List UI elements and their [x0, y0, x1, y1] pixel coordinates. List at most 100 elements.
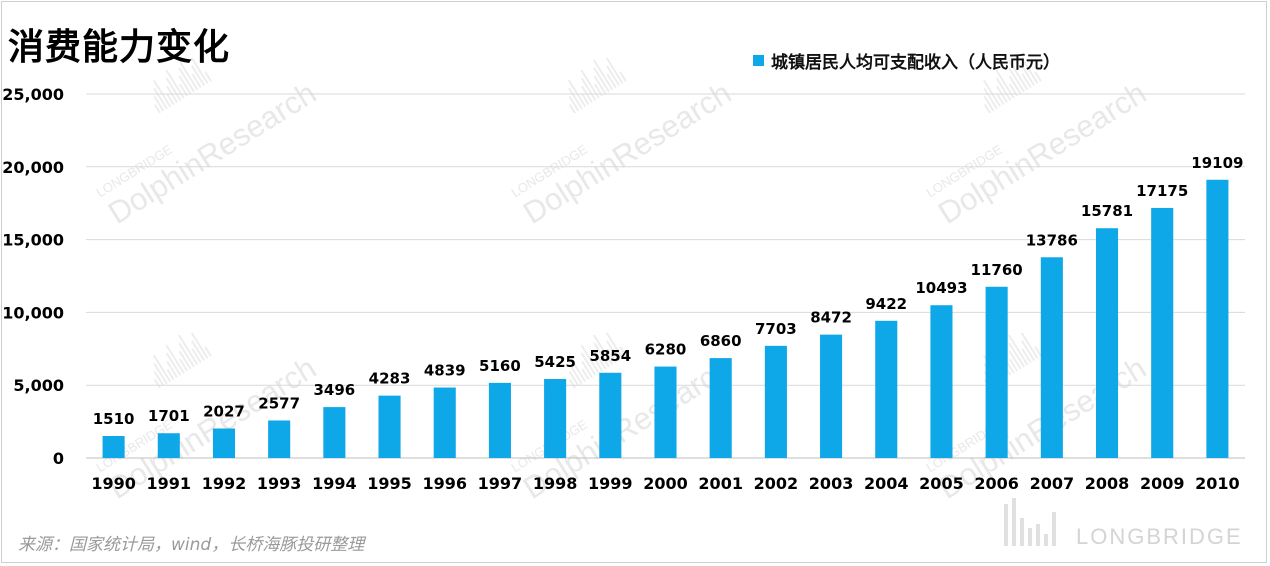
watermark-bar: [165, 352, 182, 376]
watermark-bar: [153, 378, 161, 389]
x-tick-label: 1992: [202, 474, 247, 493]
watermark-bar: [191, 73, 202, 89]
watermark-bar: [204, 346, 212, 357]
watermark-bar: [581, 368, 590, 381]
watermark-bar: [606, 73, 617, 89]
watermark-bar: [568, 95, 580, 112]
watermark-bar: [166, 93, 175, 106]
watermark-bar: [178, 75, 192, 95]
watermark-bar: [178, 342, 195, 368]
x-tick-label: 1998: [533, 474, 578, 493]
bar: [157, 433, 180, 458]
x-tick-label: 2006: [974, 474, 1019, 493]
y-tick-label: 25,000: [2, 85, 64, 104]
data-label: 13786: [1026, 231, 1078, 249]
watermark-bar: [153, 370, 165, 387]
watermark-bar: [165, 69, 185, 99]
watermark-bar: [1020, 57, 1039, 84]
bar: [875, 320, 898, 458]
watermark-bar: [580, 77, 597, 101]
watermark-bar: [983, 95, 995, 112]
watermark-bar: [152, 79, 172, 108]
watermark-bar: [568, 87, 583, 110]
watermark-bar: [153, 362, 168, 385]
x-tick-label: 1995: [367, 474, 412, 493]
data-label: 1510: [93, 410, 135, 428]
y-tick-label: 5,000: [13, 376, 64, 395]
watermark-bar: [568, 103, 576, 114]
watermark-bar: [1020, 332, 1039, 359]
data-label: 17175: [1136, 182, 1188, 200]
bar: [433, 387, 456, 458]
watermark-bar: [1007, 59, 1029, 91]
data-labels: 1510 1701 2027 2577 3496 4283 4839 5160 5425 5854…: [93, 154, 1244, 428]
bar: [488, 382, 511, 458]
watermark-bar: [996, 93, 1005, 106]
chart-title: 消费能力变化: [8, 27, 231, 68]
data-label: 6280: [645, 341, 687, 359]
watermark-bar: [1021, 65, 1036, 86]
x-tick-label: 1990: [91, 474, 136, 493]
data-label: 4283: [369, 370, 411, 388]
y-tick-label: 15,000: [2, 231, 64, 250]
watermark-bar: [190, 57, 209, 84]
watermark-bar: [1034, 71, 1042, 82]
bar: [654, 366, 677, 458]
watermark-bar: [593, 83, 604, 97]
watermark-bar: [166, 368, 175, 381]
watermark-bar: [983, 103, 991, 114]
bar: [1206, 179, 1229, 459]
watermark-bar: [1008, 350, 1022, 370]
x-tick-label: 2009: [1140, 474, 1185, 493]
watermark-bar: [1021, 73, 1032, 89]
watermark-bar: [580, 69, 600, 99]
watermark-bar: [605, 57, 624, 84]
bar: [1040, 257, 1063, 458]
data-label: 2577: [258, 394, 300, 412]
watermark-bar: [606, 340, 621, 361]
data-label: 3496: [313, 381, 355, 399]
y-axis-ticks: 0 5,000 10,000 15,000 20,000 25,000: [2, 85, 64, 468]
watermark-bar: [982, 79, 1002, 108]
bar: [985, 286, 1008, 458]
data-label: 5425: [534, 353, 576, 371]
watermark-bar: [191, 340, 206, 361]
watermark-bar: [1008, 67, 1025, 93]
watermark-bar: [1007, 334, 1029, 366]
x-tick-label: 1997: [478, 474, 523, 493]
data-label: 19109: [1191, 154, 1243, 172]
watermark-bar: [581, 360, 593, 378]
watermark-bar: [1008, 358, 1019, 372]
data-label: 4839: [424, 362, 466, 380]
x-tick-label: 2005: [919, 474, 964, 493]
bar: [378, 395, 401, 458]
watermark-bar: [580, 352, 597, 376]
bar: [102, 436, 125, 458]
data-label: 6860: [700, 332, 742, 350]
x-tick-label: 2003: [809, 474, 854, 493]
watermark-bar: [178, 350, 192, 370]
watermark-bar: [1034, 346, 1042, 357]
watermark-bar: [995, 77, 1012, 101]
watermark-bar: [165, 77, 182, 101]
x-tick-label: 2001: [698, 474, 743, 493]
data-label: 11760: [971, 261, 1023, 279]
bar: [1095, 228, 1119, 458]
x-tick-label: 2010: [1195, 474, 1240, 493]
y-tick-label: 10,000: [2, 303, 64, 322]
watermark-bar: [1021, 340, 1036, 361]
watermark-bar: [191, 348, 202, 364]
watermark-bar: [178, 67, 195, 93]
legend-label: 城镇居民人均可支配收入（人民币元）: [771, 53, 1060, 73]
watermark-bar: [581, 93, 590, 106]
bar: [212, 428, 236, 458]
watermark-bar: [593, 342, 610, 368]
x-axis-ticks: 1990 1991 1992 1993 1994 1995 1996 1997 1998 1999…: [91, 474, 1239, 493]
longbridge-brand: LONGBRIDGE: [1076, 524, 1243, 549]
watermark-text-large: DolphinResearch: [102, 75, 322, 231]
data-label: 8472: [810, 309, 852, 327]
watermark-bar: [153, 87, 168, 110]
x-tick-label: 2002: [754, 474, 799, 493]
watermark-bar: [995, 69, 1015, 99]
watermark-text-large: DolphinResearch: [517, 75, 737, 231]
